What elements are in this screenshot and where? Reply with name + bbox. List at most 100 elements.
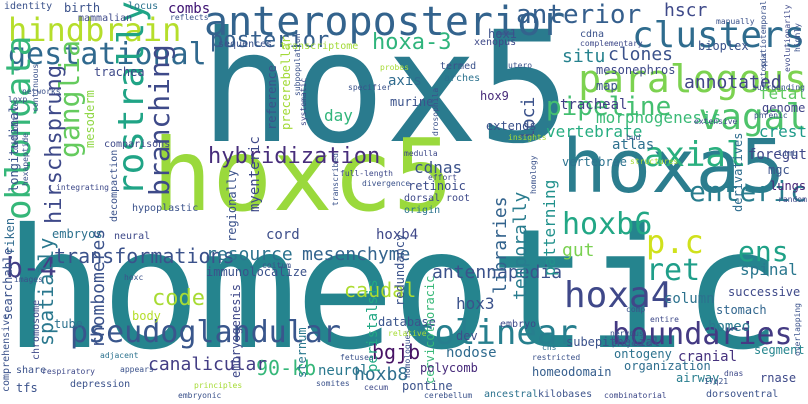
word-bgjb: bgjb [372,340,421,364]
word-clones: clones [608,44,674,65]
word-tube: tube [54,317,83,331]
word-reference: reference [265,64,279,130]
word-structures: structures [630,157,679,166]
word-neurol: neurol [318,363,369,379]
word-annotated: annotated [684,72,782,93]
word-arches: arches [444,73,481,84]
word-networks: networks [22,87,61,96]
word-genome: genome [762,101,806,115]
word-ens: ens [738,235,789,268]
word-specifier: specifier [348,83,392,92]
word-hoxb6: hoxb6 [562,207,653,242]
word-cdna: cdna [580,29,605,40]
word-cerebellum: cerebellum [424,391,473,400]
word-hindbrain: hindbrain [8,11,182,49]
word-paralogous: paralogous [578,57,807,101]
word-pseudoglandular: pseudoglandular [70,315,341,350]
word-regionally: regionally [225,169,239,242]
word-code: code [152,286,205,311]
word-derivatives: derivatives [731,132,745,212]
word-dev: dev [456,329,478,343]
word-locus: locus [128,1,159,12]
word-day: day [324,106,353,125]
word-embryonic: embryonic [178,391,222,400]
word-reflects: reflects [170,13,209,22]
word-integrating: integrating [56,183,109,192]
word-comp: comp [626,305,646,314]
word-database: database [378,315,436,329]
word-vertebrae: vertebrae [562,155,628,169]
word-entire: entire [650,315,679,324]
word-anteroposterior: anteroposterior [204,0,566,45]
word-organization: organization [624,359,711,373]
word-medulla: medulla [404,149,438,158]
word-enteric: enteric [688,175,807,208]
word-trachea: trachea [94,65,145,79]
word-nodose: nodose [446,345,497,361]
word-definitive: definitive [11,101,20,150]
word-sternum: sternum [295,327,309,378]
word-myenteric: myenteric [247,136,263,212]
word-clusters: clusters [632,15,806,56]
word-highly: highly [793,23,802,52]
word-homeo: homeo [708,319,751,335]
word-transcriptome: transcriptome [280,41,359,52]
word-evolutionarily: evolutionarily [783,4,792,72]
word-redundancy: redundancy [393,233,407,306]
word-dnas: dnas [724,369,744,378]
word-homology: homology [529,155,538,194]
word-ret: ret [646,253,701,288]
word-embryos: embryos [52,227,103,241]
word-airway: airway [676,371,720,385]
word-overlapping: overlapping [793,303,802,356]
word-fetal: fetal [758,84,807,103]
word-termed: termed [440,61,477,72]
word-17q21: 17q21 [704,377,729,386]
word-identity: identity [4,1,53,12]
word-pontine: pontine [402,379,453,393]
word-hox5: hox5 [200,0,571,178]
word-antennapedia: antennapedia [432,262,563,283]
word-utero: utero [508,61,533,70]
word-crest: crest [758,122,807,141]
word-boundaries: boundaries [612,317,793,352]
word-cns: cns [542,343,557,352]
word-embryogenesis: embryogenesis [229,284,243,378]
word-kilobases: kilobases [538,389,593,400]
word-hox9: hox9 [480,89,509,103]
word-ontogeny: ontogeny [614,347,672,361]
word-retinoic: retinoic [408,179,466,193]
word-phrenic: phrenic [754,111,788,120]
word-embryo: embryo [500,319,537,330]
word-posterior: posterior [210,28,330,53]
word-transformations: transformations [54,244,235,268]
word-xenopus: xenopus [474,37,517,48]
word-column: column [664,291,715,307]
word-combs: combs [168,1,211,17]
word-cranial: cranial [678,349,738,365]
word-loxp: loxp [8,95,28,104]
word-comprehensive: comprehensive [1,313,12,392]
word-atlas: atlas [612,137,655,153]
word-mesonephros: mesonephros [596,63,676,77]
word-hoxa5: hoxa5 [562,124,785,210]
word-lungs: lungs [770,179,807,193]
word-effort: effort [428,173,457,182]
word-somites: somites [316,379,350,388]
word-colinear: colinear [414,313,578,353]
word-principles: principles [194,381,243,390]
word-surrounding: surrounding [752,83,805,92]
word-mgc: mgc [768,163,790,177]
word-tracheal: tracheal [560,97,628,113]
word-spatiotemporal: spatiotemporal [759,1,768,69]
word-immunolocalize: immunolocalize [206,265,308,279]
word-successive: successive [728,285,801,299]
word-nervous: nervous [610,329,644,338]
word-rnase: rnase [760,371,797,385]
word-share: share [16,365,47,376]
word-cdnas: cdnas [414,158,463,177]
word-pipeline: pipeline [546,92,672,122]
word-origin: origin [404,205,441,216]
word-manually: manually [716,17,755,26]
